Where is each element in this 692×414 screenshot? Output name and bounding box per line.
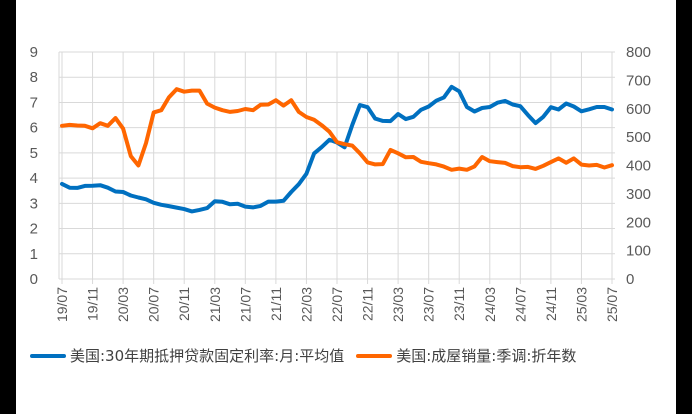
y-left-tick-label: 0 bbox=[30, 271, 38, 288]
y-left-tick-label: 7 bbox=[30, 94, 38, 111]
x-tick-label: 22/11 bbox=[360, 287, 376, 321]
y-right-tick-label: 500 bbox=[626, 129, 651, 146]
left-y-axis: 0 1 2 3 4 5 6 7 8 9 bbox=[30, 44, 38, 288]
x-axis: 19/07 19/11 20/03 20/07 20/11 21/03 21/07 21/11… bbox=[54, 287, 620, 322]
x-tick-label: 23/11 bbox=[451, 287, 467, 321]
grid-lines bbox=[58, 51, 615, 284]
series-lines bbox=[60, 84, 614, 214]
x-tick-label: 24/07 bbox=[512, 287, 528, 322]
y-left-tick-label: 6 bbox=[30, 120, 38, 137]
y-left-tick-label: 2 bbox=[30, 221, 38, 238]
y-left-tick-label: 4 bbox=[30, 170, 38, 187]
x-tick-label: 19/11 bbox=[85, 287, 101, 321]
x-tick-label: 21/03 bbox=[207, 287, 223, 322]
y-right-tick-label: 200 bbox=[626, 214, 651, 231]
x-tick-label: 19/07 bbox=[54, 287, 70, 322]
x-tick-label: 22/03 bbox=[298, 287, 314, 322]
x-tick-label: 23/03 bbox=[390, 287, 406, 322]
x-tick-label: 21/07 bbox=[237, 287, 253, 322]
right-y-axis: 0 100 200 300 400 500 600 700 800 bbox=[626, 44, 651, 288]
x-tick-label: 20/03 bbox=[115, 287, 131, 322]
y-right-tick-label: 300 bbox=[626, 186, 651, 203]
y-right-tick-label: 400 bbox=[626, 158, 651, 175]
y-left-tick-label: 3 bbox=[30, 195, 38, 212]
y-left-tick-label: 1 bbox=[30, 246, 38, 263]
y-right-tick-label: 600 bbox=[626, 101, 651, 118]
series-line bbox=[60, 87, 614, 172]
x-tick-label: 24/11 bbox=[543, 287, 559, 321]
legend-label: 美国:成屋销量:季调:折年数 bbox=[396, 347, 577, 365]
x-tick-label: 24/03 bbox=[482, 287, 498, 322]
y-left-tick-label: 8 bbox=[30, 69, 38, 86]
y-right-tick-label: 0 bbox=[626, 271, 634, 288]
y-right-tick-label: 800 bbox=[626, 44, 651, 61]
x-tick-label: 21/11 bbox=[268, 287, 284, 321]
legend: 美国:30年期抵押贷款固定利率:月:平均值 美国:成屋销量:季调:折年数 bbox=[30, 345, 588, 366]
legend-label: 美国:30年期抵押贷款固定利率:月:平均值 bbox=[70, 347, 345, 365]
line-chart: 0 1 2 3 4 5 6 7 8 9 0 100 200 300 400 500 600 700 800 19/… bbox=[30, 44, 651, 322]
legend-item-mortgage-rate: 美国:30年期抵押贷款固定利率:月:平均值 bbox=[30, 345, 344, 366]
x-tick-label: 23/07 bbox=[421, 287, 437, 322]
chart-frame: 0 1 2 3 4 5 6 7 8 9 0 100 200 300 400 500 600 700 800 19/… bbox=[16, 0, 676, 414]
y-right-tick-label: 100 bbox=[626, 243, 651, 260]
x-tick-label: 25/07 bbox=[604, 287, 620, 322]
y-right-tick-label: 700 bbox=[626, 72, 651, 89]
x-tick-label: 20/11 bbox=[176, 287, 192, 321]
x-tick-label: 25/03 bbox=[573, 287, 589, 322]
legend-swatch-orange bbox=[356, 353, 393, 358]
x-tick-label: 20/07 bbox=[146, 287, 162, 322]
legend-swatch-blue bbox=[30, 353, 66, 358]
y-left-tick-label: 9 bbox=[30, 44, 38, 61]
x-tick-label: 22/07 bbox=[329, 287, 345, 322]
y-left-tick-label: 5 bbox=[30, 145, 38, 162]
legend-item-home-sales: 美国:成屋销量:季调:折年数 bbox=[356, 345, 576, 366]
